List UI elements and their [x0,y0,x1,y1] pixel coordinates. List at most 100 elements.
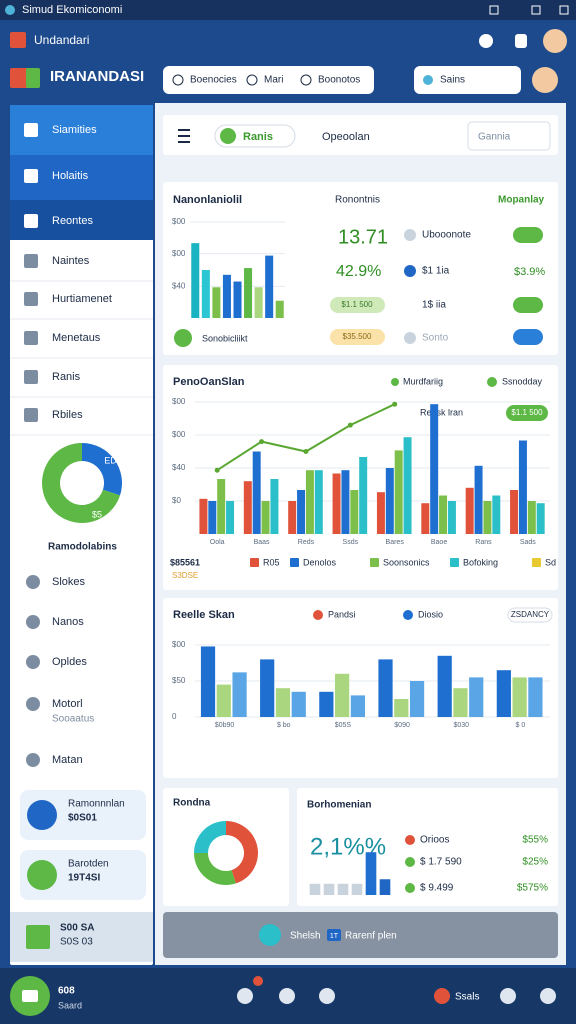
y-tick-label: $00 [172,397,186,406]
nav-item-label[interactable]: Menetaus [52,332,101,344]
bar [379,879,391,895]
bar [528,677,543,717]
nav-label[interactable]: Ssals [455,992,479,1003]
icon[interactable] [515,34,527,48]
list-item: $ 9.499 [420,883,454,894]
card[interactable] [20,850,146,900]
line-point [214,467,220,473]
x-tick-label: Sads [520,539,536,546]
select-label[interactable]: Sains [440,75,465,86]
nav-item-label[interactable]: Hurtiamenet [52,293,112,305]
bar [208,501,217,534]
x-tick-label: Rans [475,539,492,546]
nav-item-label[interactable]: Matan [52,754,83,766]
bar-label[interactable]: Rarenf plen [345,931,397,942]
panel [163,598,558,778]
x-tick-label: $090 [394,722,410,729]
toolbar-title: Opeoolan [322,131,370,143]
select[interactable] [414,66,521,94]
bar [351,883,363,895]
card-value: 19T4SI [68,873,100,884]
card-title: S00 SA [60,923,94,934]
nav-icon[interactable] [279,988,295,1004]
panel [297,788,558,906]
sidebar [10,105,153,965]
bar [378,659,393,717]
nav-icon[interactable] [500,988,516,1004]
nav-item-label[interactable]: Ranis [52,371,81,383]
icon [405,857,415,867]
bar [233,281,242,318]
icon [24,370,38,384]
donut-segment [82,443,122,496]
x-tick-label: $030 [453,722,469,729]
bar [305,470,314,534]
bar [474,465,483,534]
nav-item-label[interactable]: Holaitis [52,170,89,182]
bar [275,300,284,318]
select-label[interactable]: Gannia [478,132,511,143]
nav-item-label[interactable]: Rbiles [52,409,83,421]
icon [24,169,38,183]
donut-segment [194,821,226,853]
avatar[interactable] [543,29,567,53]
annotation: Reask lran [420,407,463,417]
bar [212,287,221,318]
y-tick-label: $00 [172,430,186,439]
icon [174,329,192,347]
donut-label: $5 [92,509,102,519]
bar-label[interactable]: Shelsh [290,931,321,942]
bar [201,270,210,318]
card[interactable] [20,790,146,840]
select[interactable] [467,121,551,151]
icon [24,123,38,137]
search-field[interactable]: Boenocies [190,75,237,86]
card-value: S0S 03 [60,937,93,948]
icon [423,75,433,85]
bar [365,852,377,895]
legend-sub: S3DSE [172,571,198,580]
donut-label: EDUI [104,455,126,465]
icon [404,229,416,241]
stat-value: 42.9% [336,263,381,280]
x-tick-label: Baas [254,539,270,546]
bar [385,468,394,534]
icon [405,883,415,893]
nav-item-label[interactable]: Nanos [52,616,84,628]
nav-item-label[interactable]: Siamities [52,124,97,136]
nav-item-label[interactable]: Opldes [52,656,87,668]
nav-icon[interactable] [434,988,450,1004]
legend-label: Pandsi [328,609,356,619]
nav-item-label[interactable]: Slokes [52,576,86,588]
dropdown[interactable] [214,124,296,148]
line-point [259,439,265,445]
bar [335,673,350,717]
avatar[interactable] [532,67,558,93]
bar [536,503,545,534]
window-min[interactable] [489,5,499,15]
y-tick-label: $00 [172,217,186,226]
list-value: $575% [517,883,548,894]
search-field[interactable]: Boonotos [318,75,360,86]
x-tick-label: $ 0 [516,722,526,729]
x-tick-label: $05S [335,722,352,729]
nav-icon[interactable] [319,988,335,1004]
legend-label: Soonsonics [383,557,430,567]
window-max[interactable] [531,5,541,15]
bar [200,646,216,717]
window-close[interactable] [559,5,569,15]
nav-item-label[interactable]: Motorl [52,698,83,710]
search-box[interactable] [163,66,374,94]
nav-item-label[interactable]: Reontes [52,215,93,227]
dropdown-label[interactable]: Ranis [243,131,273,143]
x-tick-label: $ bo [277,722,291,729]
nav-sub: Sooaatus [52,714,94,725]
nav-item-label[interactable]: Naintes [52,255,90,267]
badge [327,929,341,941]
icon[interactable] [479,34,493,48]
y-tick-label: $40 [172,281,186,290]
legend-swatch [532,558,541,567]
search-field[interactable]: Mari [264,75,283,86]
nav-icon[interactable] [237,988,253,1004]
nav-icon[interactable] [540,988,556,1004]
